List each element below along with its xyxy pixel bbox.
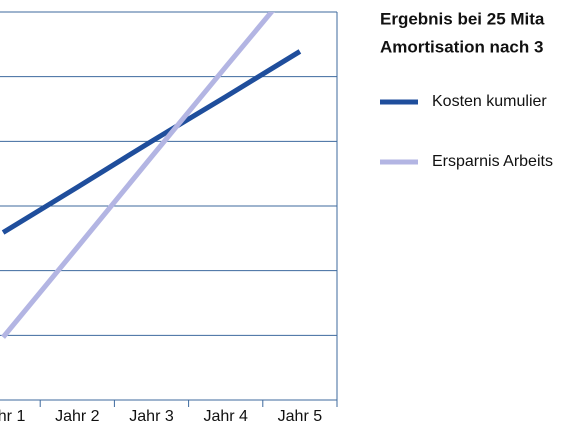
chart-title: Amortisation nach 3 (380, 37, 543, 56)
x-tick-label: Jahr 5 (278, 408, 323, 425)
x-tick-label: Jahr 4 (203, 408, 248, 425)
legend-label: Ersparnis Arbeits (432, 153, 553, 170)
x-tick-label: Jahr 2 (55, 408, 100, 425)
data-line (1, 12, 275, 339)
data-line (1, 49, 302, 235)
grid (0, 11, 338, 407)
chart-title: Ergebnis bei 25 Mita (380, 9, 545, 28)
x-tick-label: Jahr 3 (129, 408, 174, 425)
x-tick-label: Jahr 1 (0, 408, 25, 425)
plot-lines (1, 12, 302, 339)
legend-label: Kosten kumulier (432, 93, 547, 110)
